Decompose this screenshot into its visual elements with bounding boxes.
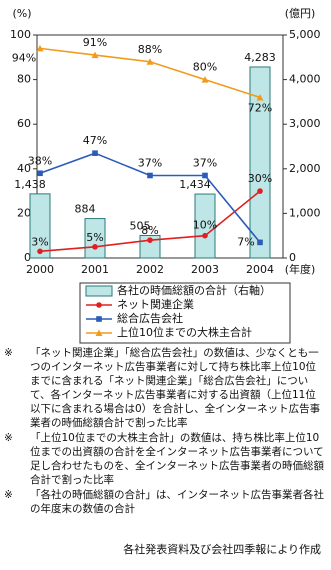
bar-value-label: 1,434 [179, 178, 211, 191]
note-mark: ※ [4, 347, 13, 359]
line-value-label: 94% [12, 51, 36, 64]
legend-label: 上位10位までの大株主合計 [117, 325, 252, 339]
line-value-label: 38% [28, 154, 52, 167]
x-tick-label: 2004 [246, 263, 274, 276]
legend-marker [95, 329, 103, 336]
y-tick-label: 80 [17, 73, 31, 86]
bar-value-label: 1,438 [14, 178, 46, 191]
line-value-label: 80% [193, 61, 217, 74]
point [256, 93, 264, 101]
line-value-label: 10% [193, 219, 217, 232]
note: ※ 「ネット関連企業」「総合広告会社」の数値は、少なくとも一つのインターネット広告… [4, 346, 326, 430]
legend-marker [96, 316, 102, 322]
line-value-label: 5% [86, 231, 103, 244]
line-value-label: 37% [193, 156, 217, 169]
point [37, 248, 43, 255]
line-value-label: 88% [138, 43, 162, 56]
point [147, 237, 153, 243]
note-text: 「上位10位までの大株主合計」の数値は、持ち株比率上位10位までの出資額の合計を… [30, 432, 324, 486]
point [36, 44, 44, 52]
x-tick-label: 2003 [191, 263, 219, 276]
y-tick-label: 0 [24, 251, 31, 264]
bar [194, 193, 216, 259]
line-value-label: 37% [138, 156, 162, 169]
chart: (%) (億円) (年度) 0 20 40 60 80 100 0 1,000 2,000 3,0… [10, 7, 321, 344]
bar-value-label: 4,283 [244, 51, 276, 64]
point [202, 172, 208, 179]
point [201, 76, 209, 83]
y-tick-label: 40 [17, 162, 31, 175]
note: ※ 「上位10位までの大株主合計」の数値は、持ち株比率上位10位までの出資額の合計… [4, 431, 326, 487]
bar [249, 66, 271, 259]
line-value-label: 3% [31, 235, 48, 248]
legend-swatch [85, 285, 113, 297]
note-text: 「各社の時価総額の合計」は、インターネット広告事業者各社の年度末の数値の合計 [30, 489, 324, 515]
legend-label: ネット関連企業 [117, 297, 194, 311]
source: 各社発表資料及び会社四季報により作成 [123, 543, 321, 556]
y2-tick-label: 1,000 [289, 206, 321, 219]
point [92, 150, 98, 156]
notes: ※ 「ネット関連企業」「総合広告会社」の数値は、少なくとも一つのインターネット広告… [4, 346, 326, 517]
line-value-label: 47% [83, 134, 107, 147]
y-unit: (%) [12, 7, 31, 20]
line-value-label: 72% [248, 101, 272, 114]
point [147, 172, 153, 179]
note: ※ 「各社の時価総額の合計」は、インターネット広告事業者各社の年度末の数値の合計 [4, 488, 326, 516]
y2-tick-label: 2,000 [289, 162, 321, 175]
point [202, 232, 208, 239]
note-mark: ※ [4, 432, 13, 444]
line-value-label: 8% [141, 224, 158, 237]
bar-value-label: 505 [130, 219, 151, 232]
point [146, 58, 154, 65]
y-tick-label: 20 [17, 206, 31, 219]
x-tick-label: 2002 [136, 263, 164, 276]
point [257, 239, 263, 246]
line-value-label: 91% [83, 36, 107, 49]
y-tick-label: 100 [10, 28, 31, 41]
y2-unit: (億円) [285, 7, 316, 20]
bar [29, 193, 51, 259]
point [91, 51, 99, 59]
line-value-label: 7% [237, 235, 254, 248]
legend-marker [96, 302, 102, 308]
point [257, 188, 263, 194]
y2-tick-label: 3,000 [289, 117, 321, 130]
bar-value-label: 884 [75, 203, 96, 216]
point [37, 170, 43, 177]
point [92, 244, 98, 250]
note-text: 「ネット関連企業」「総合広告会社」の数値は、少なくとも一つのインターネット広告事… [30, 347, 321, 429]
legend-box [79, 282, 291, 344]
x-tick-label: 2000 [26, 263, 54, 276]
note-mark: ※ [4, 489, 13, 501]
y2-tick-label: 5,000 [289, 28, 321, 41]
line-value-label: 30% [248, 172, 272, 185]
x-unit: (年度) [285, 262, 316, 276]
y-tick-label: 60 [17, 117, 31, 130]
y2-tick-label: 0 [289, 251, 296, 264]
legend-label: 各社の時価総額の合計（右軸） [117, 283, 271, 297]
y2-tick-label: 4,000 [289, 73, 321, 86]
x-tick-label: 2001 [81, 263, 109, 276]
bar [84, 218, 106, 259]
legend-label: 総合広告会社 [117, 311, 183, 325]
